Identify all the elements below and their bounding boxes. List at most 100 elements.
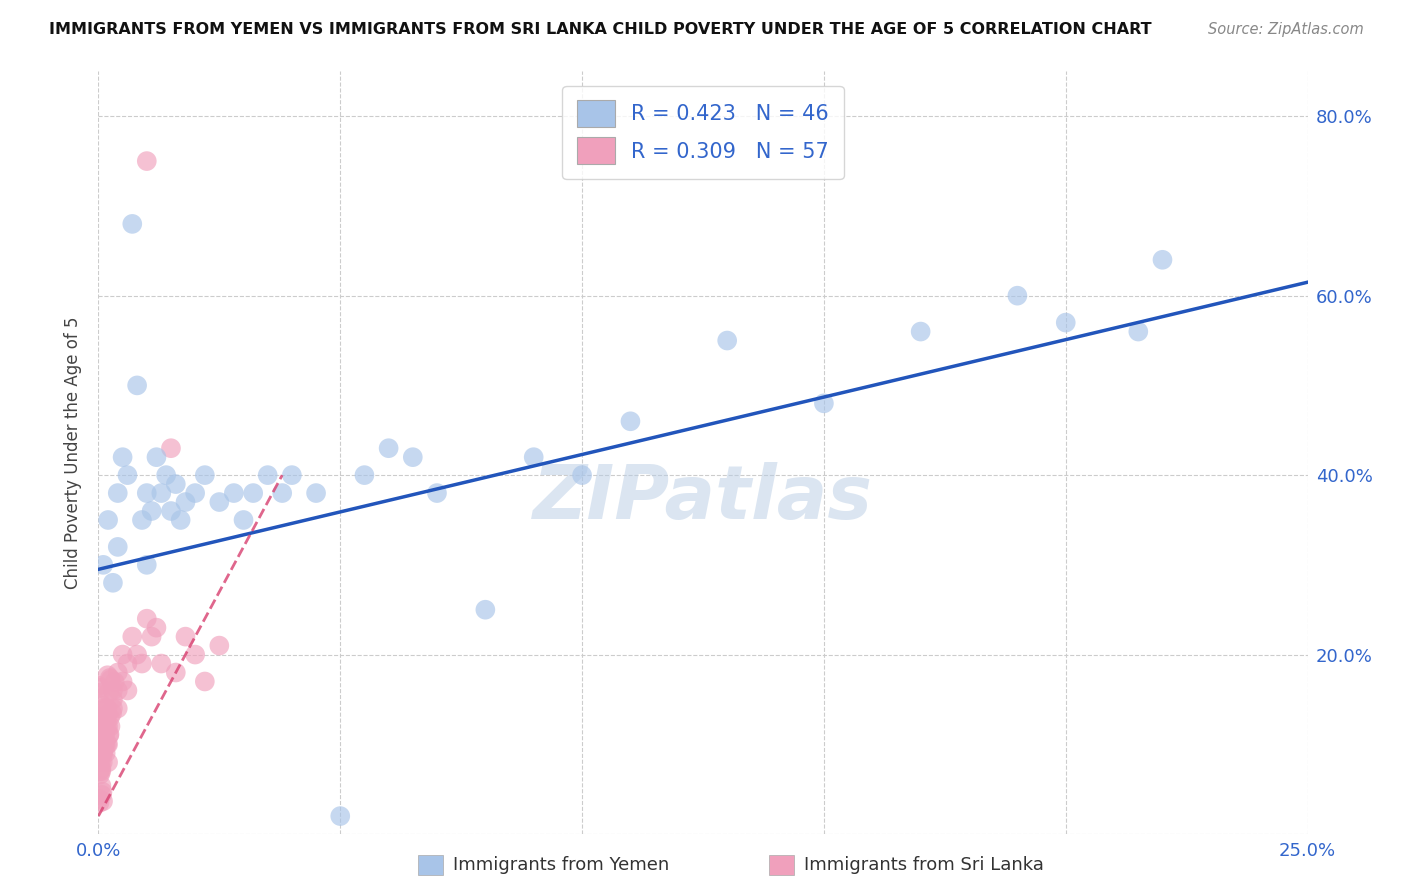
Point [174,630,197,644]
Point [90,764,112,779]
Point [121,630,143,644]
Point [100,719,122,733]
Point [107,701,129,715]
Point [91,794,114,808]
Point [107,665,129,680]
Point [91,723,114,738]
Point [89,686,111,700]
Y-axis label: Child Poverty Under the Age of 5: Child Poverty Under the Age of 5 [65,317,83,589]
Point [94,746,117,760]
Point [141,630,163,644]
Point [96,701,118,715]
Point [87,679,110,693]
Point [141,504,163,518]
Text: ZIPatlas: ZIPatlas [533,462,873,535]
Point [145,621,167,635]
Point [87,714,110,728]
Point [910,325,932,339]
Point [91,745,114,759]
Point [813,396,835,410]
Point [107,683,129,698]
Point [98,727,121,741]
Point [135,154,157,169]
Point [89,746,111,760]
Point [97,701,120,715]
Point [97,686,120,700]
Point [91,558,114,572]
Point [90,788,112,802]
Point [90,762,112,776]
Point [89,710,111,724]
Point [1152,252,1174,267]
Point [716,334,738,348]
Point [160,504,183,518]
Point [619,414,641,428]
Point [87,737,110,751]
Point [91,698,114,713]
Point [97,756,120,770]
Point [184,486,207,500]
Point [89,738,111,752]
Point [89,764,111,779]
Point [121,217,143,231]
Point [87,756,110,770]
Bar [418,855,443,875]
Point [89,681,111,695]
Point [131,657,153,671]
Point [89,719,111,733]
Point [94,728,117,742]
Point [271,486,294,500]
Point [571,468,593,483]
Point [97,513,120,527]
Point [93,719,115,733]
Point [222,486,245,500]
Point [165,665,187,680]
Point [305,486,328,500]
Point [402,450,425,465]
Point [93,737,115,751]
Point [96,737,118,751]
Point [107,540,129,554]
Point [169,513,191,527]
Point [155,468,177,483]
Point [174,495,197,509]
Point [1007,288,1029,302]
Point [208,639,231,653]
Point [194,468,217,483]
Point [97,737,120,751]
Point [90,756,112,770]
Point [145,450,167,465]
Point [377,441,399,455]
Point [101,701,124,715]
Point [111,674,134,689]
Point [256,468,278,483]
Point [101,692,124,706]
Point [329,809,352,823]
Point [90,717,112,731]
Point [96,719,118,733]
Point [165,477,187,491]
Point [104,675,127,690]
Point [91,701,114,715]
Point [91,728,114,742]
Point [1054,316,1077,330]
Point [111,450,134,465]
Point [97,719,120,733]
Point [127,648,149,662]
Text: Source: ZipAtlas.com: Source: ZipAtlas.com [1208,22,1364,37]
Point [131,513,153,527]
Point [101,683,124,698]
Point [194,674,217,689]
Point [91,746,114,760]
Point [91,737,114,751]
Point [150,486,173,500]
Point [89,728,111,742]
Point [91,785,114,799]
Point [353,468,375,483]
Point [135,558,157,572]
Text: Immigrants from Sri Lanka: Immigrants from Sri Lanka [804,856,1045,874]
Point [160,441,183,455]
Point [89,796,111,810]
Point [523,450,546,465]
Point [242,486,264,500]
